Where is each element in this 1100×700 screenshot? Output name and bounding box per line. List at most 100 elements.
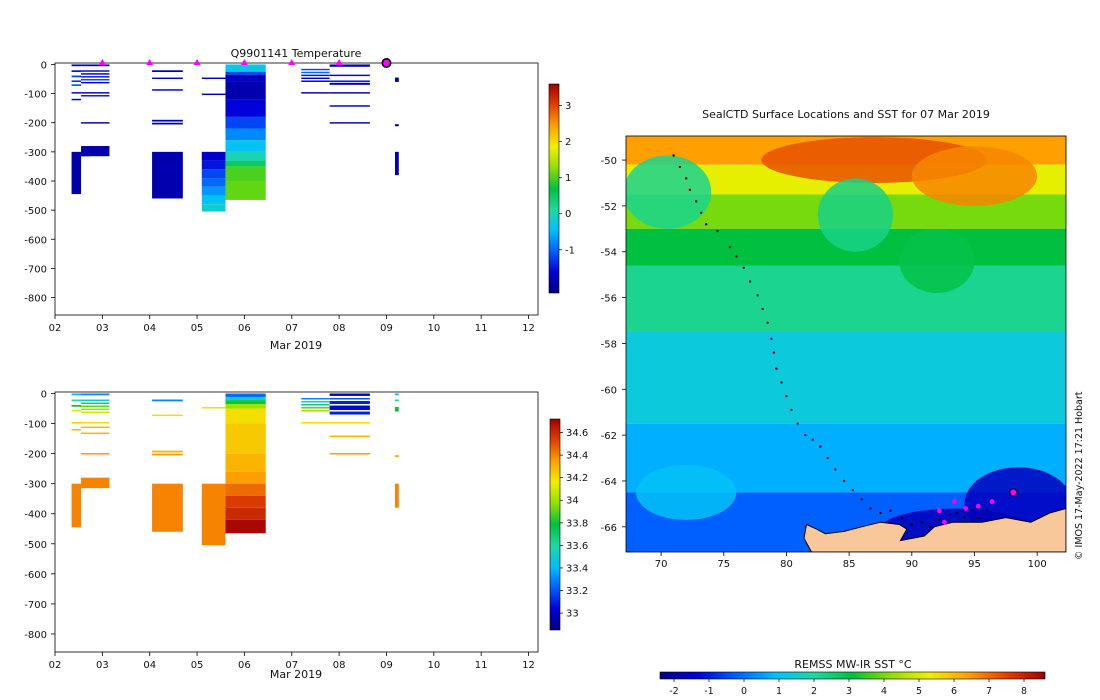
profile-marker (288, 59, 296, 65)
profile-segment (301, 74, 330, 77)
x-tick-label: 07 (285, 660, 298, 671)
profile-segment (201, 178, 226, 187)
salinity-colorbar (549, 418, 561, 631)
profile-segment (81, 426, 110, 429)
profile-segment (201, 169, 226, 179)
colorbar-tick-label: 34 (566, 496, 579, 507)
y-tick-label: -400 (24, 177, 47, 188)
profile-segment (152, 483, 183, 532)
profile-marker (240, 59, 248, 65)
colorbar-tick-label: 34.2 (566, 473, 588, 484)
profile-segment (225, 74, 266, 82)
profile-segment (152, 89, 183, 91)
profile-segment (81, 393, 110, 396)
temperature-colorbar (548, 83, 560, 294)
profile-segment (225, 404, 266, 409)
track-point (869, 507, 872, 510)
profile-segment (71, 422, 82, 424)
profile-segment (329, 393, 370, 396)
track-point (780, 381, 783, 384)
profile-segment (225, 166, 266, 181)
y-tick-label: -700 (24, 264, 47, 275)
temperature-panel: 0-100-200-300-400-500-600-700-800 02 03 04… (24, 47, 575, 352)
map-axes-frame (625, 135, 1067, 553)
x-tick-label: 12 (522, 323, 535, 334)
colorbar-tick-label: 1 (565, 173, 571, 184)
sst-feature (636, 464, 737, 520)
latest-profile-location (1009, 488, 1018, 497)
antarctic-coastline (803, 507, 1066, 552)
map-title: SealCTD Surface Locations and SST for 07… (702, 108, 990, 121)
profile-segment (71, 410, 82, 412)
profile-segment (152, 119, 183, 122)
profile-location (952, 499, 957, 504)
temperature-axes-frame (54, 62, 539, 316)
y-tick-label: -400 (24, 510, 47, 521)
temperature-profile-markers (98, 57, 392, 68)
sst-colorbar-ticks: -2 -1 0 1 2 3 4 5 6 7 8 (669, 679, 1027, 697)
x-tick-label: 05 (191, 323, 204, 334)
track-point (978, 516, 981, 519)
profile-marker (335, 59, 343, 65)
track-point (970, 509, 974, 512)
profile-segment (225, 116, 266, 129)
x-tick-label: 02 (49, 323, 62, 334)
profile-segment (225, 71, 266, 75)
profile-location (975, 503, 981, 509)
profile-segment (225, 400, 266, 405)
track-point (879, 511, 882, 515)
x-tick-label: 04 (143, 323, 156, 334)
track-point (900, 516, 903, 519)
colorbar-tick-label: 33.6 (566, 541, 588, 552)
profile-segment (394, 483, 399, 508)
profile-segment (71, 70, 82, 73)
profile-segment (201, 204, 226, 212)
track-point (770, 337, 773, 341)
sst-band (626, 265, 1066, 332)
land-mass (803, 507, 1066, 552)
x-tick-label: 10 (427, 323, 440, 334)
profile-segment (81, 146, 110, 157)
x-tick-label: 08 (333, 660, 346, 671)
salinity-colorbar-ticks: 34.6 34.4 34.2 34 33.8 33.6 33.4 33.2 33 (560, 428, 588, 620)
map-longitude-ticks: 70 75 80 85 90 95 100 (655, 552, 1047, 570)
track-point (694, 200, 698, 203)
profile-segment (225, 423, 266, 454)
x-tick-label: 02 (49, 660, 62, 671)
lat-tick-label: -58 (601, 339, 617, 350)
y-tick-label: -200 (24, 450, 47, 461)
track-point (860, 498, 863, 501)
profile-marker (193, 59, 201, 65)
x-tick-label: 09 (380, 660, 393, 671)
profile-segment (329, 122, 370, 124)
sst-colorbar-tick-label: -1 (704, 686, 713, 697)
profile-location (942, 519, 947, 525)
y-tick-label: -800 (24, 630, 47, 641)
profile-locations (936, 488, 1018, 525)
lat-tick-label: -66 (601, 523, 617, 534)
profile-segment (152, 399, 183, 402)
temperature-y-ticks: 0 -100 -200 -300 -400 -500 -600 -700 -800 (24, 60, 55, 305)
profile-segment (201, 407, 226, 409)
profile-segment (225, 495, 266, 508)
track-point (716, 229, 719, 233)
profile-segment (329, 92, 370, 94)
profile-segment (201, 160, 226, 170)
sst-feature (817, 178, 894, 252)
profile-segment (301, 404, 330, 406)
profile-segment (329, 64, 370, 67)
track-point (948, 514, 951, 517)
profile-segment (81, 76, 110, 78)
track-point (851, 488, 855, 492)
profile-segment (225, 393, 266, 398)
sst-colorbar-tick-label: -2 (669, 686, 678, 697)
profile-segment (225, 397, 266, 401)
track-point (684, 177, 688, 180)
lon-tick-label: 80 (780, 559, 793, 570)
profile-segment (394, 124, 399, 127)
salinity-panel: 0 -100 -200 -300 -400 -500 -600 -700 -800 02 03 04… (24, 390, 588, 681)
track-point (985, 509, 989, 512)
track-point (756, 294, 759, 297)
colorbar-tick-label: 2 (565, 137, 571, 148)
